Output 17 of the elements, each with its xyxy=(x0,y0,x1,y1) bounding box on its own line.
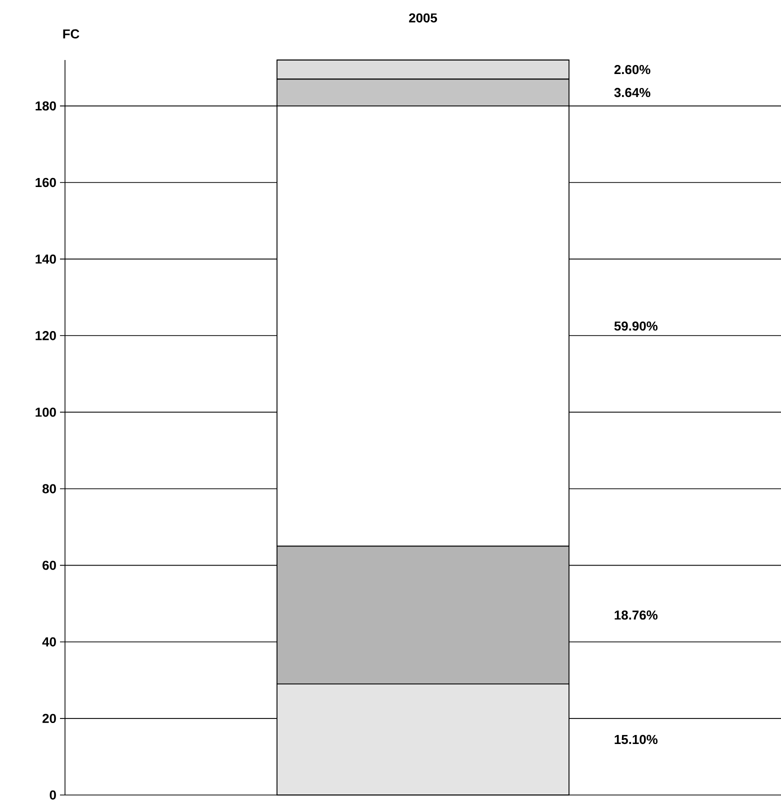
annotation: 2.60% xyxy=(614,64,650,74)
annotation: 15.10% xyxy=(614,734,658,744)
annotation: 18.76% xyxy=(614,610,658,620)
y-tick-label: 100 xyxy=(36,408,56,417)
y-tick-label: 180 xyxy=(36,101,56,111)
y-tick-label: 140 xyxy=(36,254,56,264)
y-tick-label: 120 xyxy=(36,331,56,340)
y-tick-label: 80 xyxy=(42,484,56,494)
y-tick-label: 160 xyxy=(36,178,56,188)
annotation: 3.64% xyxy=(614,88,650,98)
y-tick-label: 60 xyxy=(42,560,56,570)
y-tick-label: 0 xyxy=(50,790,56,800)
y-tick-label: 20 xyxy=(42,714,56,724)
annotation: 59.90% xyxy=(614,321,658,331)
y-axis-title: FC xyxy=(63,29,80,38)
y-tick-label: 40 xyxy=(42,637,56,646)
chart-title: 2005 xyxy=(409,13,438,22)
